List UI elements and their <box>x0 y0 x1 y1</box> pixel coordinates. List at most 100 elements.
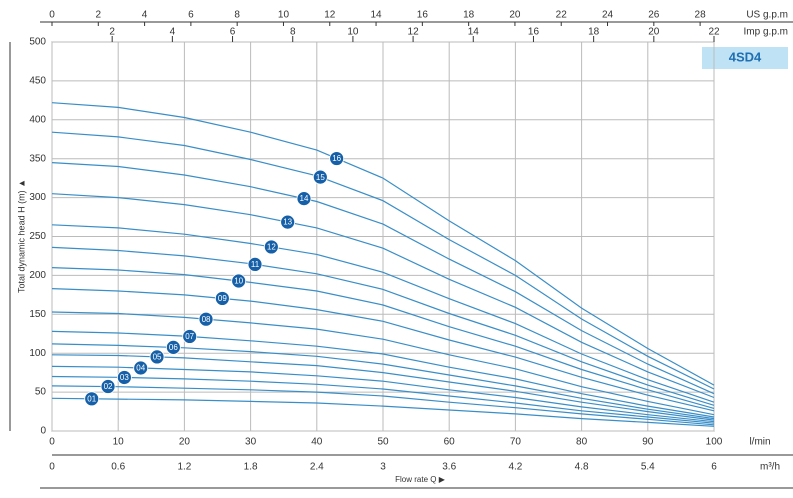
series-marker <box>100 379 116 394</box>
y-tick-label: 300 <box>29 192 46 203</box>
bottom-tick-label: 4.8 <box>575 462 589 473</box>
bottom-tick-label: 6 <box>711 462 717 473</box>
series-label: 06 <box>169 343 178 352</box>
chart-title: 4SD4 <box>729 49 762 64</box>
x-tick-label: 30 <box>245 437 257 448</box>
bottom-tick-label: 3 <box>380 462 386 473</box>
pump-curve <box>51 330 715 418</box>
top-tick-label: 22 <box>556 10 568 21</box>
x-tick-label: 20 <box>179 437 191 448</box>
series-label: 01 <box>87 394 96 403</box>
pump-curve <box>51 385 715 426</box>
series-marker <box>312 169 328 185</box>
top-axis-label: Imp g.p.m <box>744 27 788 38</box>
top-tick-label: 20 <box>648 27 660 38</box>
bottom-tick-label: 1.2 <box>177 462 191 473</box>
pump-curve <box>51 343 715 420</box>
x-tick-label: 10 <box>113 437 125 448</box>
top-tick-label: 10 <box>278 10 290 21</box>
series-marker <box>247 257 263 272</box>
x-tick-label: 70 <box>510 437 522 448</box>
top-tick-label: 14 <box>370 10 382 21</box>
y-tick-label: 350 <box>29 153 46 164</box>
y-axis-label: Total dynamic head H (m) ▲ <box>16 179 26 293</box>
top-tick-label: 8 <box>234 10 240 21</box>
top-axis-label: US g.p.m <box>746 10 788 21</box>
pump-curve <box>51 193 715 399</box>
top-tick-label: 12 <box>408 27 420 38</box>
top-tick-label: 16 <box>417 10 429 21</box>
bottom-tick-label: 0.6 <box>111 462 125 473</box>
top-tick-label: 6 <box>230 27 236 38</box>
bottom-axis-label: m³/h <box>760 462 780 473</box>
top-tick-label: 22 <box>708 27 720 38</box>
series-label: 12 <box>267 243 276 252</box>
series-label: 14 <box>300 194 309 203</box>
y-tick-label: 50 <box>35 387 47 398</box>
y-tick-label: 500 <box>29 37 46 48</box>
series-label: 13 <box>283 218 292 227</box>
top-tick-label: 10 <box>347 27 359 38</box>
top-tick-label: 28 <box>695 10 707 21</box>
top-tick-label: 4 <box>170 27 176 38</box>
pump-curve <box>51 365 715 423</box>
series-label: 09 <box>218 294 227 303</box>
x-tick-label: 0 <box>49 437 55 448</box>
series-label: 16 <box>332 154 341 163</box>
top-tick-label: 6 <box>188 10 194 21</box>
y-tick-label: 400 <box>29 114 46 125</box>
x-tick-label: 40 <box>311 437 323 448</box>
top-tick-label: 2 <box>109 27 115 38</box>
series-label: 07 <box>185 332 194 341</box>
series-marker <box>263 239 279 255</box>
series-marker <box>214 291 230 306</box>
y-tick-label: 100 <box>29 348 46 359</box>
bottom-tick-label: 0 <box>49 462 55 473</box>
top-tick-label: 12 <box>324 10 336 21</box>
series-marker <box>116 370 132 385</box>
y-tick-label: 0 <box>40 426 46 437</box>
series-label: 15 <box>316 173 325 182</box>
pump-curve <box>51 267 715 409</box>
x-tick-label: 90 <box>642 437 654 448</box>
bottom-tick-label: 4.2 <box>508 462 522 473</box>
series-label: 05 <box>153 353 162 362</box>
bottom-tick-label: 5.4 <box>641 462 655 473</box>
x-tick-label: 60 <box>444 437 456 448</box>
series-marker <box>149 349 165 365</box>
top-tick-label: 2 <box>96 10 102 21</box>
series-marker <box>231 273 247 289</box>
pump-curve <box>51 311 715 416</box>
pump-curve <box>51 288 715 412</box>
top-tick-label: 24 <box>602 10 614 21</box>
top-tick-label: 26 <box>648 10 660 21</box>
pump-curve <box>51 246 715 406</box>
series-label: 03 <box>120 373 129 382</box>
series-marker <box>84 391 100 407</box>
top-tick-label: 14 <box>468 27 480 38</box>
top-tick-label: 18 <box>463 10 475 21</box>
bottom-tick-label: 1.8 <box>244 462 258 473</box>
top-tick-label: 16 <box>528 27 540 38</box>
series-marker <box>296 191 312 207</box>
x-axis-label: l/min <box>749 437 770 448</box>
pump-curve <box>51 162 715 395</box>
series-marker <box>133 360 149 376</box>
top-tick-label: 20 <box>509 10 521 21</box>
y-tick-label: 250 <box>29 231 46 242</box>
top-tick-label: 18 <box>588 27 600 38</box>
pump-curve <box>51 224 715 403</box>
x-tick-label: 80 <box>576 437 588 448</box>
series-label: 10 <box>234 277 243 286</box>
series-label: 11 <box>251 260 260 269</box>
pump-curve <box>51 131 715 390</box>
series-marker <box>280 214 296 230</box>
y-tick-label: 150 <box>29 309 46 320</box>
x-tick-label: 50 <box>377 437 389 448</box>
y-tick-label: 450 <box>29 76 46 87</box>
flow-label: Flow rate Q ▶ <box>395 475 446 484</box>
top-tick-label: 4 <box>142 10 148 21</box>
x-tick-label: 100 <box>706 437 723 448</box>
